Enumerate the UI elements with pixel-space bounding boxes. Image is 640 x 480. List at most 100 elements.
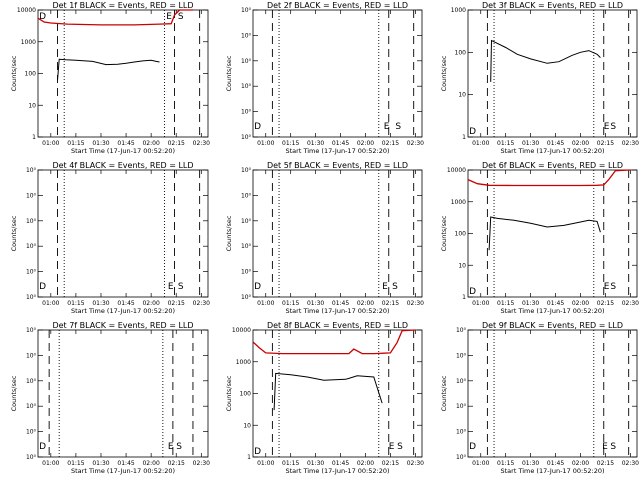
y-tick-label: 10⁰ [241,269,252,276]
y-tick-label: 10000 [232,327,251,334]
x-tick-label: 01:15 [67,140,84,147]
x-axis-label: Start Time (17-Jun-17 00:52:20) [501,147,605,155]
y-axis-label: Counts/sec [10,55,18,91]
y-tick-label: 10 [28,102,36,109]
x-tick-label: 01:15 [67,300,84,307]
marker-s: S [178,282,184,292]
x-tick-label: 02:15 [168,140,185,147]
y-tick-label: 10 [243,422,251,429]
x-tick-label: 01:00 [257,140,274,147]
x-tick-label: 02:30 [193,460,210,467]
x-tick-label: 02:00 [572,140,589,147]
x-tick-label: 02:30 [622,300,639,307]
plot-frame [252,9,423,138]
x-axis-label: Start Time (17-Jun-17 00:52:20) [286,467,390,475]
plot-frame [37,9,209,138]
x-axis-label: Start Time (17-Jun-17 00:52:20) [501,307,605,315]
x-tick-label: 01:15 [497,460,514,467]
y-tick-label: 10⁰ [26,167,37,174]
marker-d: D [39,12,46,22]
y-tick-label: 10⁰ [241,58,252,65]
x-tick-label: 01:00 [42,140,59,147]
x-tick-label: 01:30 [522,460,539,467]
x-tick-label: 01:45 [117,460,134,467]
x-tick-label: 01:30 [307,140,324,147]
events-series-line [488,216,601,251]
x-tick-label: 02:15 [168,460,185,467]
y-tick-label: 100 [455,49,467,56]
plot-frame [252,169,423,298]
y-tick-label: 1 [462,294,466,301]
x-tick-label: 02:15 [597,460,614,467]
lld-series-line [252,329,416,355]
plot-frame [467,169,638,298]
y-tick-label: 10⁰ [241,109,252,116]
plot-frame [252,329,423,458]
y-tick-label: 100 [25,71,37,78]
x-tick-label: 02:30 [407,300,424,307]
y-tick-label: 100 [455,231,467,238]
y-tick-label: 10⁰ [456,352,467,359]
y-tick-label: 10⁰ [241,7,252,14]
y-tick-label: 1 [32,134,36,141]
x-tick-label: 01:00 [472,140,489,147]
x-tick-label: 01:30 [92,300,109,307]
marker-e: E [604,122,610,132]
x-tick-label: 01:45 [547,140,564,147]
x-tick-label: 02:15 [168,300,185,307]
x-axis-label: Start Time (17-Jun-17 00:52:20) [71,307,175,315]
x-tick-label: 02:15 [597,300,614,307]
x-tick-label: 01:30 [307,460,324,467]
x-tick-label: 01:30 [522,140,539,147]
x-tick-label: 01:15 [67,460,84,467]
panel-1: Det 1f BLACK = Events, RED = LLD 1 10 100 10… [10,1,210,155]
x-tick-label: 02:00 [357,460,374,467]
x-tick-label: 02:00 [142,300,159,307]
panel-7: Det 7f BLACK = Events, RED = LLD 10⁰ 10⁰ 10… [10,321,210,475]
y-tick-label: 10⁰ [241,32,252,39]
x-axis-label: Start Time (17-Jun-17 00:52:20) [501,467,605,475]
x-tick-label: 02:15 [597,140,614,147]
panel-8: Det 8f BLACK = Events, RED = LLD 1 10 100 10… [225,321,424,475]
x-tick-label: 01:00 [257,300,274,307]
x-tick-label: 02:30 [193,300,210,307]
x-tick-label: 01:00 [472,300,489,307]
plot-frame [37,329,209,458]
lld-series-line [37,9,193,26]
marker-s: S [395,122,401,132]
x-tick-label: 01:00 [472,460,489,467]
marker-s: S [392,282,398,292]
y-tick-label: 10⁰ [26,294,37,301]
marker-d: D [254,282,261,292]
panel-title: Det 3f BLACK = Events, RED = LLD [482,1,623,10]
x-tick-label: 01:15 [282,460,299,467]
marker-e: E [168,282,174,292]
y-tick-label: 10⁰ [456,403,467,410]
x-axis-label: Start Time (17-Jun-17 00:52:20) [71,467,175,475]
y-tick-label: 10⁰ [456,429,467,436]
marker-d: D [254,122,261,132]
y-tick-label: 1 [462,134,466,141]
x-tick-label: 02:00 [572,300,589,307]
y-tick-label: 1000 [451,199,466,206]
marker-e: E [602,442,608,452]
x-axis-label: Start Time (17-Jun-17 00:52:20) [71,147,175,155]
panel-title: Det 4f BLACK = Events, RED = LLD [52,161,193,170]
y-tick-label: 10 [458,92,466,99]
y-axis-label: Counts/sec [440,55,448,91]
x-tick-label: 01:15 [497,300,514,307]
marker-s: S [610,282,616,292]
marker-d: D [254,447,261,457]
marker-s: S [610,122,616,132]
x-tick-label: 01:00 [42,300,59,307]
y-tick-label: 10⁰ [26,243,37,250]
y-tick-label: 100 [240,391,252,398]
events-series-line [490,39,601,82]
x-tick-label: 02:00 [572,460,589,467]
y-tick-label: 10⁰ [241,83,252,90]
y-tick-label: 1000 [451,7,466,14]
y-axis-label: Counts/sec [10,375,18,411]
y-tick-label: 10⁰ [456,454,467,461]
lld-series-line [467,169,631,187]
